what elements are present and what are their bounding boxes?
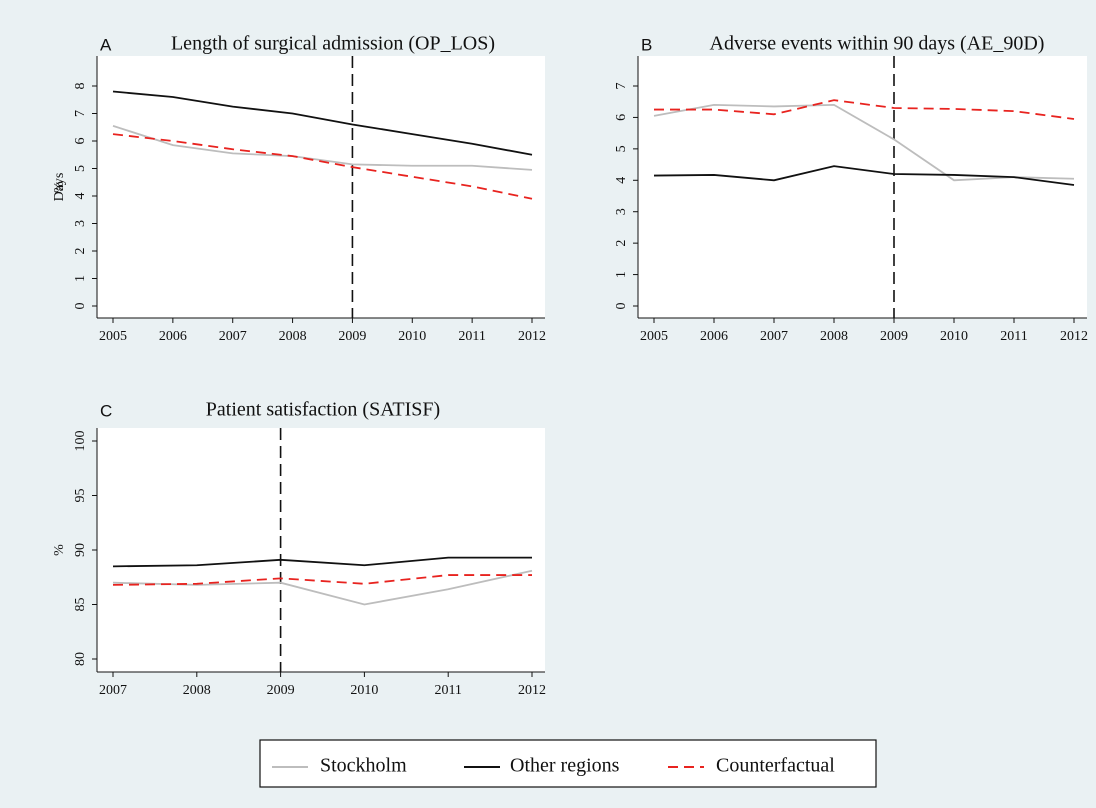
y-tick-label: 7 [614,83,629,90]
x-tick-label: 2005 [99,329,127,344]
plot-area [97,428,545,672]
y-tick-label: 7 [73,110,88,117]
y-tick-label: 90 [73,543,88,557]
y-tick-label: 0 [73,303,88,310]
y-tick-label: 3 [73,220,88,227]
y-tick-label: 85 [73,598,88,612]
x-tick-label: 2007 [99,683,127,698]
x-tick-label: 2008 [183,683,211,698]
panel-letter: C [100,401,112,420]
y-tick-label: 0 [614,303,629,310]
x-tick-label: 2006 [159,329,187,344]
x-tick-label: 2012 [518,329,546,344]
x-tick-label: 2007 [219,329,247,344]
legend-label: Counterfactual [716,755,835,777]
y-tick-label: 1 [73,275,88,282]
x-tick-label: 2006 [700,329,728,344]
series-line: Stockholm [112,125,533,171]
y-axis-label: % [52,544,67,556]
x-tick-label: 2008 [820,329,848,344]
y-tick-label: 5 [614,145,629,152]
y-tick-label: 2 [614,240,629,247]
x-tick-label: 2011 [434,683,461,698]
x-tick-label: 2009 [338,329,366,344]
x-tick-label: 2009 [267,683,295,698]
x-tick-label: 2010 [940,329,968,344]
series-line: Other regions [653,165,1075,186]
plot-area [97,56,545,318]
y-tick-label: 6 [614,114,629,121]
y-tick-label: 2 [73,248,88,255]
y-tick-label: 100 [73,431,88,452]
panel-title: Patient satisfaction (SATISF) [206,399,440,421]
plot-area [638,56,1087,318]
x-tick-label: 2012 [1060,329,1088,344]
x-tick-label: 2009 [880,329,908,344]
x-tick-label: 2011 [458,329,485,344]
y-tick-label: 5 [73,165,88,172]
panel-title: Adverse events within 90 days (AE_90D) [710,33,1045,55]
x-tick-label: 2007 [760,329,788,344]
x-tick-label: 2011 [1000,329,1027,344]
y-axis-label: Days [52,173,67,202]
y-tick-label: 6 [73,138,88,145]
series-line: Counterfactual [112,133,533,200]
x-tick-label: 2012 [518,683,546,698]
panel-letter: A [100,35,112,54]
x-tick-label: 2010 [350,683,378,698]
x-tick-label: 2010 [398,329,426,344]
series-line: Counterfactual [112,574,532,586]
panel-title: Length of surgical admission (OP_LOS) [171,33,495,55]
legend-label: Other regions [510,755,620,777]
x-tick-label: 2005 [640,329,668,344]
y-tick-label: 4 [614,177,629,184]
y-axis-label: % [52,181,67,193]
series-line: Other regions [112,90,533,156]
y-tick-label: 4 [73,193,88,200]
y-tick-label: 8 [73,83,88,90]
y-tick-label: 80 [73,652,88,666]
panel-letter: B [641,35,652,54]
legend-label: Stockholm [320,755,407,777]
y-tick-label: 3 [614,208,629,215]
y-tick-label: 1 [614,271,629,278]
y-tick-label: 95 [73,489,88,503]
series-line: Counterfactual [654,99,1075,120]
legend-box [259,739,877,788]
series-line: Other regions [112,556,532,568]
x-tick-label: 2008 [279,329,307,344]
